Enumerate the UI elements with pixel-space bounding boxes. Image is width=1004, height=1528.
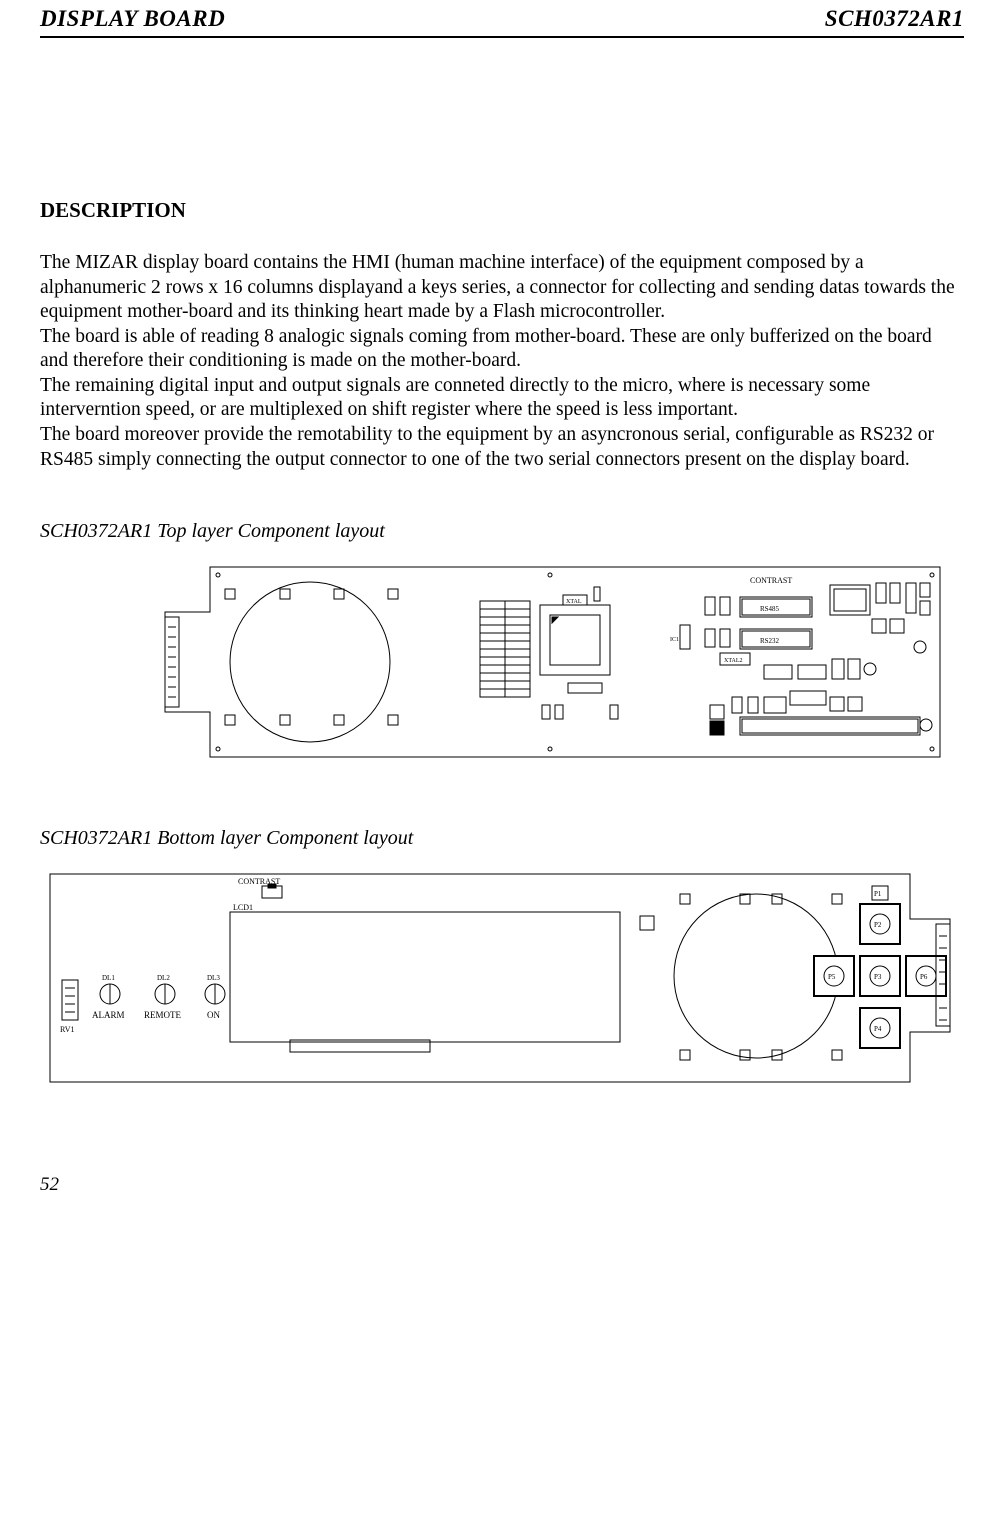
bottom-figure-caption: SCH0372AR1 Bottom layer Component layout — [40, 827, 964, 850]
p5-label: P5 — [828, 973, 836, 981]
contrast-bottom-label: CONTRAST — [238, 877, 280, 886]
top-figure-caption: SCH0372AR1 Top layer Component layout — [40, 520, 964, 543]
dl1-label: DL1 — [102, 974, 115, 982]
on-label: ON — [207, 1010, 220, 1020]
xtal2-label: XTAL2 — [724, 658, 743, 664]
lcd-label: LCD1 — [233, 903, 253, 912]
alarm-label: ALARM — [92, 1010, 125, 1020]
header-left-title: DISPLAY BOARD — [40, 6, 225, 32]
xtal-label: XTAL — [566, 599, 582, 605]
ic1-label: IC1 — [670, 637, 679, 643]
description-paragraph: The board moreover provide the remotabil… — [40, 423, 964, 472]
top-layer-svg: XTAL — [150, 557, 950, 767]
bottom-layer-figure: P2 P3 P4 P6 P5 P1 LCD1 CONTRAST — [40, 864, 964, 1094]
rv1-label: RV1 — [60, 1025, 74, 1034]
description-paragraph: The board is able of reading 8 analogic … — [40, 325, 964, 374]
top-layer-figure: XTAL — [40, 557, 964, 767]
description-title: DESCRIPTION — [40, 198, 964, 223]
header-right-code: SCH0372AR1 — [825, 6, 964, 32]
rs485-label: RS485 — [760, 605, 780, 613]
description-paragraph: The remaining digital input and output s… — [40, 374, 964, 423]
p3-label: P3 — [874, 973, 882, 981]
rs232-label: RS232 — [760, 637, 780, 645]
dl2-label: DL2 — [157, 974, 170, 982]
contrast-label: CONTRAST — [750, 576, 792, 585]
page-header: DISPLAY BOARD SCH0372AR1 — [40, 0, 964, 38]
dl3-label: DL3 — [207, 974, 220, 982]
remote-label: REMOTE — [144, 1010, 182, 1020]
p6-label: P6 — [920, 973, 928, 981]
description-body: The MIZAR display board contains the HMI… — [40, 251, 964, 472]
page-number: 52 — [40, 1174, 964, 1196]
p4-label: P4 — [874, 1025, 882, 1033]
description-paragraph: The MIZAR display board contains the HMI… — [40, 251, 964, 325]
p1-label: P2 — [874, 921, 882, 929]
p1-small-label: P1 — [874, 890, 882, 898]
bottom-layer-svg: P2 P3 P4 P6 P5 P1 LCD1 CONTRAST — [40, 864, 960, 1094]
